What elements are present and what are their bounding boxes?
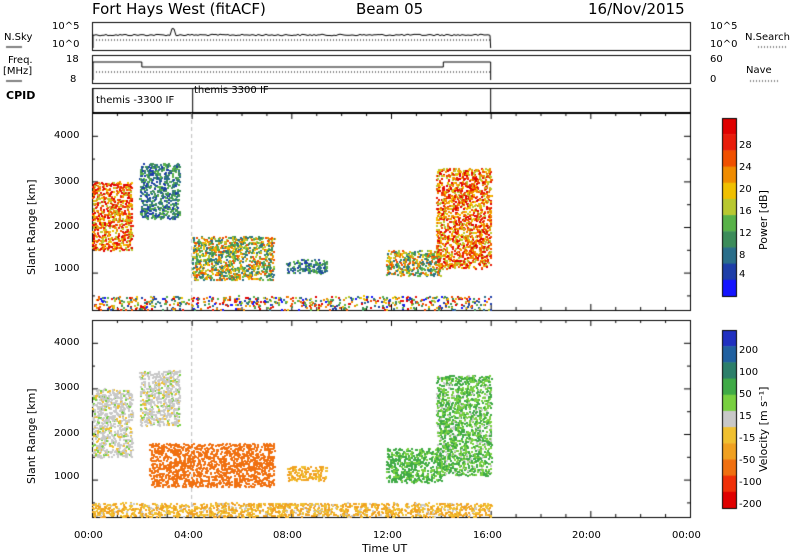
xtick-1600: 16:00 <box>473 530 502 541</box>
xtick-1200: 12:00 <box>373 530 402 541</box>
nave-tick-bottom: 0 <box>710 74 717 85</box>
nsearch-tick-top: 10^5 <box>710 21 738 32</box>
velocity-cbar-tick-100: 100 <box>739 367 759 378</box>
power-cbar-tick-12: 12 <box>739 228 752 239</box>
power-cbar-tick-20: 20 <box>739 184 752 195</box>
freq-tick-top: 18 <box>66 54 79 65</box>
velocity-cbar-tick-minus200: -200 <box>739 499 762 510</box>
cpid-annotation-1: themis -3300 IF <box>96 95 175 106</box>
xlabel: Time UT <box>362 542 408 555</box>
power-cbar-tick-16: 16 <box>739 206 752 217</box>
power-ytick-2000: 2000 <box>54 221 80 232</box>
velocity-ytick-2000: 2000 <box>54 428 80 439</box>
freq-label: Freq. <box>8 55 33 66</box>
cpid-label: CPID <box>6 89 36 102</box>
nsky-label: N.Sky <box>4 32 33 43</box>
power-cbar-label: Power [dB] <box>757 190 770 250</box>
velocity-cbar-tick-50: 50 <box>739 389 752 400</box>
nsearch-tick-bottom: 10^0 <box>710 39 738 50</box>
power-ytick-1000: 1000 <box>54 263 80 274</box>
power-cbar-tick-28: 28 <box>739 140 752 151</box>
power-cbar-tick-8: 8 <box>739 250 746 261</box>
cpid-annotation-2: themis 3300 IF <box>194 85 269 96</box>
nave-tick-top: 60 <box>710 54 723 65</box>
velocity-cbar-tick-15: 15 <box>739 411 752 422</box>
velocity-cbar-tick-minus50: -50 <box>739 455 756 466</box>
freq-unit: [MHz] <box>3 66 33 77</box>
power-cbar-tick-4: 4 <box>739 269 746 280</box>
beam-label: Beam 05 <box>356 0 424 18</box>
velocity-ytick-4000: 4000 <box>54 337 80 348</box>
velocity-ylabel: Slant Range [km] <box>25 388 38 484</box>
velocity-cbar-tick-minus15: -15 <box>739 433 756 444</box>
power-cbar-tick-24: 24 <box>739 162 752 173</box>
power-ytick-3000: 3000 <box>54 176 80 187</box>
date-label: 16/Nov/2015 <box>588 0 685 18</box>
freq-tick-bottom: 8 <box>70 74 77 85</box>
velocity-cbar-tick-minus100: -100 <box>739 477 762 488</box>
station-title: Fort Hays West (fitACF) <box>92 0 266 18</box>
velocity-ytick-1000: 1000 <box>54 471 80 482</box>
nave-label: Nave <box>746 65 772 76</box>
xtick-2000: 20:00 <box>572 530 601 541</box>
power-ytick-4000: 4000 <box>54 130 80 141</box>
nsky-tick-bottom: 10^0 <box>52 39 80 50</box>
velocity-ytick-3000: 3000 <box>54 382 80 393</box>
velocity-cbar-label: Velocity [m s⁻¹] <box>757 386 770 472</box>
xtick-0800: 08:00 <box>273 530 302 541</box>
velocity-cbar-tick-200: 200 <box>739 345 759 356</box>
nsearch-label: N.Search <box>745 32 791 43</box>
nsky-tick-top: 10^5 <box>52 21 80 32</box>
xtick-0000: 00:00 <box>74 530 103 541</box>
xtick-0400: 04:00 <box>174 530 203 541</box>
xtick-0000-end: 00:00 <box>672 530 701 541</box>
power-ylabel: Slant Range [km] <box>25 179 38 275</box>
